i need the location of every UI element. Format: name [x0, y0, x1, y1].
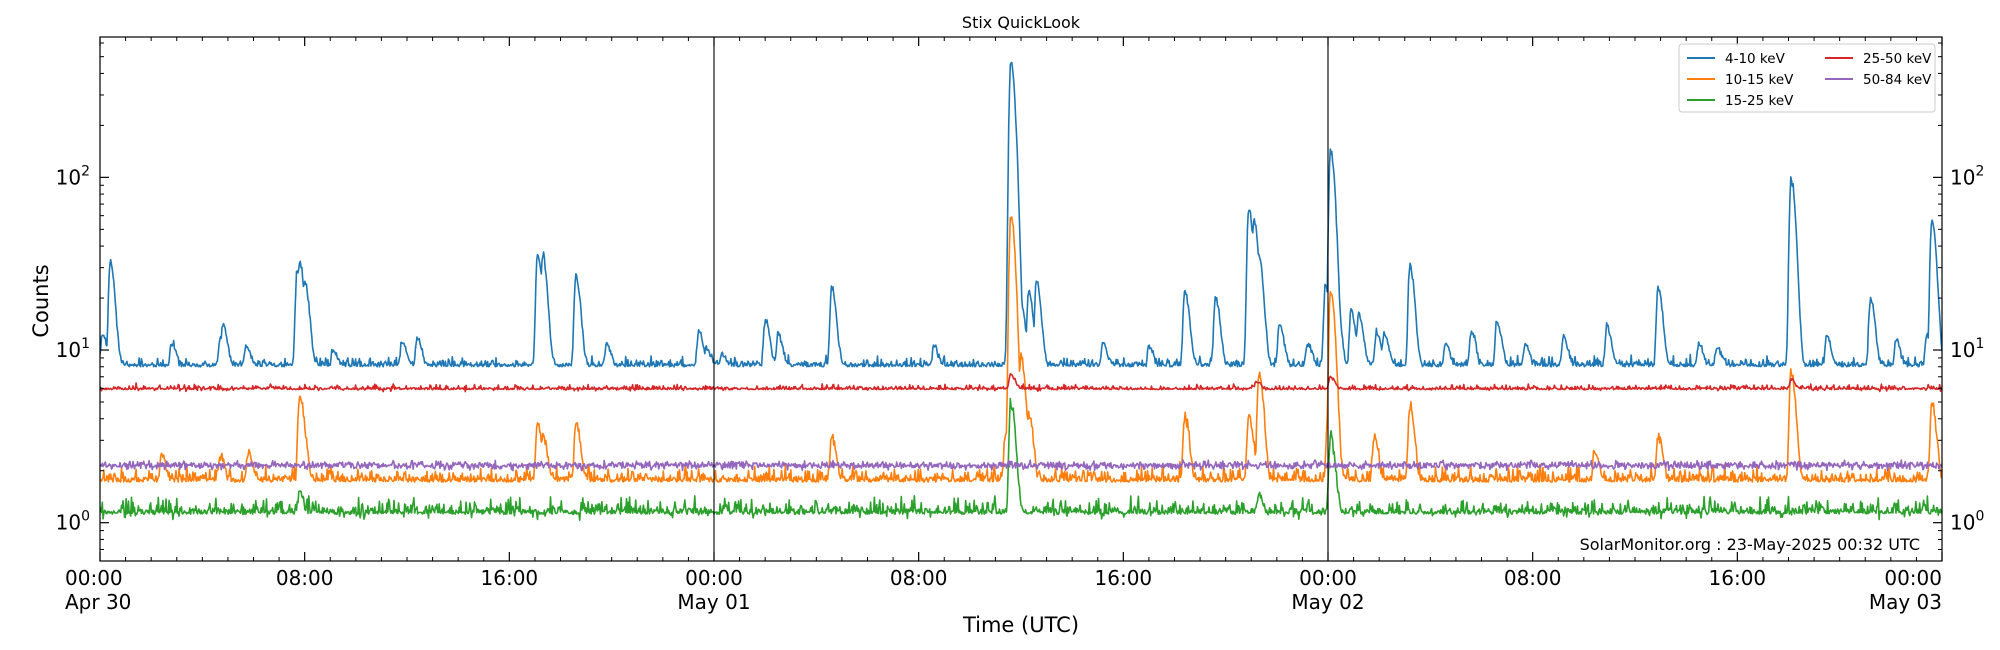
x-tick-label: 16:00 — [1095, 566, 1153, 590]
x-tick-date-label: May 02 — [1291, 590, 1364, 614]
y-tick-label-right: 101 — [1950, 336, 1984, 362]
timestamp-annotation: SolarMonitor.org : 23-May-2025 00:32 UTC — [1580, 535, 1920, 554]
y-tick-label-left: 101 — [56, 336, 90, 362]
x-axis-label: Time (UTC) — [962, 613, 1079, 637]
series-line-50-84-kev — [100, 459, 1942, 472]
y-tick-label-right: 102 — [1950, 163, 1984, 189]
x-tick-label: 00:00 — [1884, 566, 1942, 590]
series-layer — [100, 61, 1942, 521]
chart-title: Stix QuickLook — [962, 13, 1081, 32]
x-tick-label: 08:00 — [276, 566, 334, 590]
x-tick-label: 00:00 — [685, 566, 743, 590]
legend-entry-label: 4-10 keV — [1725, 51, 1786, 67]
x-tick-label: 16:00 — [1709, 566, 1767, 590]
legend-entry-label: 50-84 keV — [1863, 72, 1932, 88]
y-tick-label-left: 100 — [56, 509, 90, 535]
y-axis-label: Counts — [29, 264, 53, 337]
series-line-25-50-kev — [100, 373, 1942, 393]
series-line-10-15-kev — [100, 216, 1942, 483]
legend-box — [1678, 43, 1936, 113]
y-tick-label-right: 100 — [1950, 509, 1984, 535]
legend-entry-label: 10-15 keV — [1725, 72, 1794, 88]
x-tick-label: 00:00 — [1299, 566, 1357, 590]
x-tick-label: 00:00 — [65, 566, 123, 590]
x-tick-label: 08:00 — [890, 566, 948, 590]
y-tick-label-left: 102 — [56, 163, 90, 189]
x-tick-label: 16:00 — [481, 566, 539, 590]
legend-entry-label: 25-50 keV — [1863, 51, 1932, 67]
x-tick-date-label: Apr 30 — [65, 590, 131, 614]
series-line-15-25-kev — [100, 397, 1942, 521]
x-tick-date-label: May 03 — [1869, 590, 1942, 614]
legend-entry-label: 15-25 keV — [1725, 93, 1794, 109]
series-line-4-10-kev — [100, 61, 1942, 368]
day-boundary-lines — [713, 37, 1329, 561]
legend: 4-10 keV 10-15 keV 15-25 keV 25-50 keV 50-84… — [1678, 43, 1936, 113]
x-tick-date-label: May 01 — [677, 590, 750, 614]
x-tick-label: 08:00 — [1504, 566, 1562, 590]
